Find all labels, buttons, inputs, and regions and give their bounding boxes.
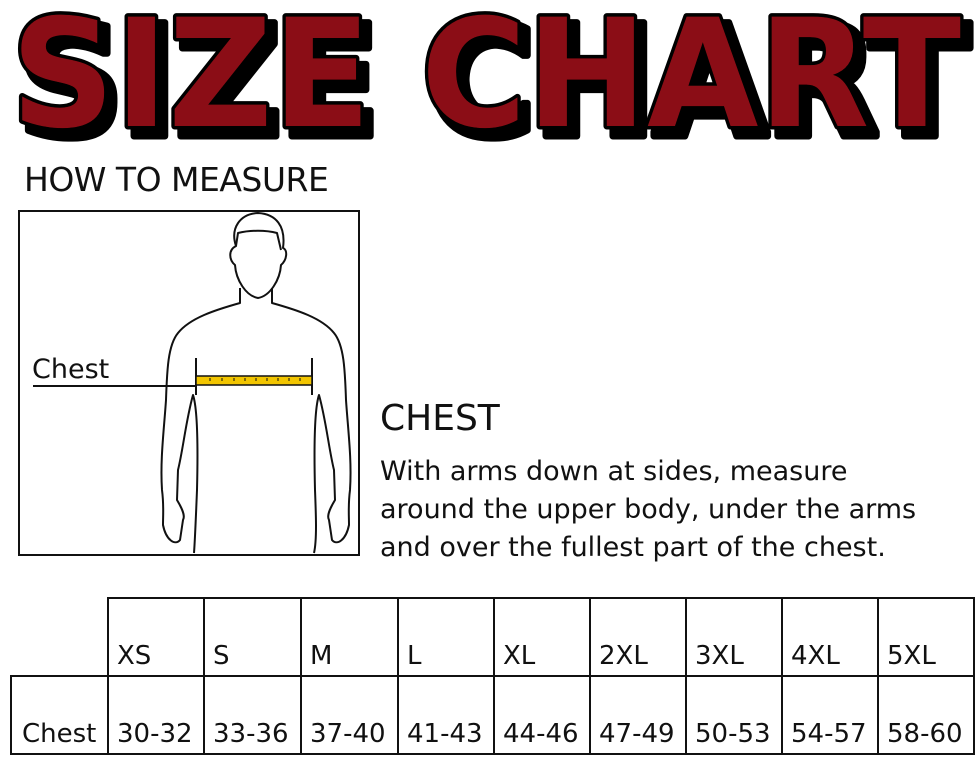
row-label-chest: Chest [10, 675, 109, 755]
measurement-cell: 30-32 [107, 675, 205, 755]
size-header-cell: 3XL [685, 597, 783, 677]
size-header-cell: L [397, 597, 495, 677]
chest-instruction-text: With arms down at sides, measure around … [380, 453, 978, 567]
size-header-cell: XL [493, 597, 591, 677]
instruction-line: around the upper body, under the arms [380, 494, 917, 525]
size-header-cell: S [203, 597, 302, 677]
tape-ticks [209, 378, 301, 381]
measurement-cell: 54-57 [781, 675, 879, 755]
title-logo: SIZE CHART [8, 0, 965, 150]
instruction-line: and over the fullest part of the chest. [380, 532, 886, 563]
measurement-cell: 50-53 [685, 675, 783, 755]
size-header-row: XS S M L XL 2XL 3XL 4XL 5XL [11, 597, 975, 677]
measurement-cell: 41-43 [397, 675, 495, 755]
size-header-cell: 4XL [781, 597, 879, 677]
measure-figure-frame [18, 210, 360, 556]
chest-instruction-heading: CHEST [380, 398, 500, 439]
measurement-cell: 33-36 [203, 675, 302, 755]
measurement-cell: 58-60 [877, 675, 975, 755]
right-body-outline [271, 288, 352, 554]
measurement-cell: 37-40 [300, 675, 399, 755]
body-outline-illustration [33, 212, 352, 554]
how-to-measure-heading: HOW TO MEASURE [24, 160, 329, 199]
left-body-outline [160, 288, 241, 554]
size-header-cell: M [300, 597, 399, 677]
instruction-line: With arms down at sides, measure [380, 456, 848, 487]
title-text: SIZE CHART [11, 0, 961, 150]
measurement-cell: 47-49 [589, 675, 687, 755]
chest-figure-label: Chest [32, 354, 110, 385]
size-header-cell: 2XL [589, 597, 687, 677]
table-row: Chest 30-32 33-36 37-40 41-43 44-46 47-4… [10, 675, 975, 755]
corner-cell [11, 598, 108, 677]
size-header-cell: XS [107, 597, 205, 677]
head-outline [229, 212, 288, 299]
size-table: XS S M L XL 2XL 3XL 4XL 5XL Chest 30-32 … [10, 597, 975, 755]
size-header-cell: 5XL [877, 597, 975, 677]
measuring-tape-icon [195, 375, 313, 386]
measurement-cell: 44-46 [493, 675, 591, 755]
hair-line [235, 229, 282, 251]
